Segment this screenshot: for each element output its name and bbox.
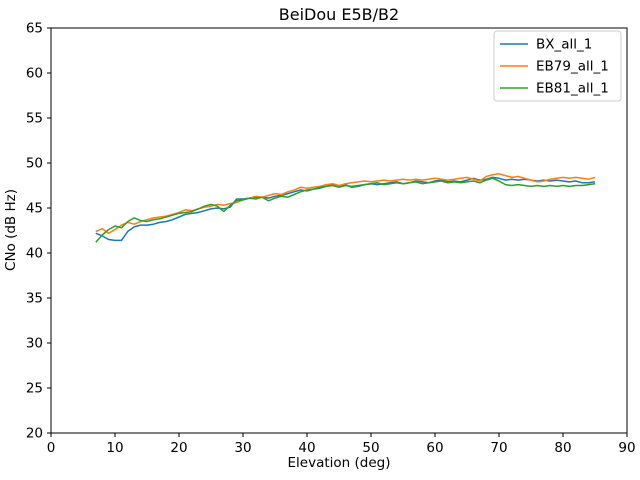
y-tick-label: 45 [26,201,43,217]
x-tick-label: 60 [426,440,443,456]
series-line-EB81_all_1 [95,177,596,243]
y-tick-label: 55 [26,111,43,127]
legend-label-EB79_all_1: EB79_all_1 [536,59,609,75]
x-tick-label: 30 [234,440,251,456]
y-tick-label: 20 [26,426,43,442]
y-tick-label: 25 [26,381,43,397]
x-tick-label: 0 [47,440,56,456]
x-tick-label: 10 [106,440,123,456]
legend-box [493,30,622,102]
series-line-EB79_all_1 [95,173,596,234]
y-tick-label: 30 [26,336,43,352]
y-axis-label: CNo (dB Hz) [3,189,19,271]
x-tick-label: 90 [618,440,635,456]
y-tick-label: 40 [26,246,43,262]
y-tick-label: 65 [26,21,43,37]
plot-area: 0 10 20 30 40 50 60 70 80 90 20 25 30 35 40 45 50 55 60 65 [26,21,636,457]
legend-label-BX_all_1: BX_all_1 [536,37,592,53]
series-line-BX_all_1 [95,176,596,242]
x-tick-label: 20 [170,440,187,456]
y-tick-label: 50 [26,156,43,172]
legend: BX_all_1 EB79_all_1 EB81_all_1 [493,30,622,102]
x-tick-label: 70 [490,440,507,456]
y-tick-label: 35 [26,291,43,307]
plot-border [50,27,628,434]
x-tick-label: 50 [362,440,379,456]
legend-label-EB81_all_1: EB81_all_1 [536,81,609,97]
chart-title: BeiDou E5B/B2 [279,5,399,24]
series-layer [95,173,596,243]
x-tick-label: 80 [554,440,571,456]
x-tick-label: 40 [298,440,315,456]
y-tick-label: 60 [26,66,43,82]
x-axis-label: Elevation (deg) [288,455,391,471]
